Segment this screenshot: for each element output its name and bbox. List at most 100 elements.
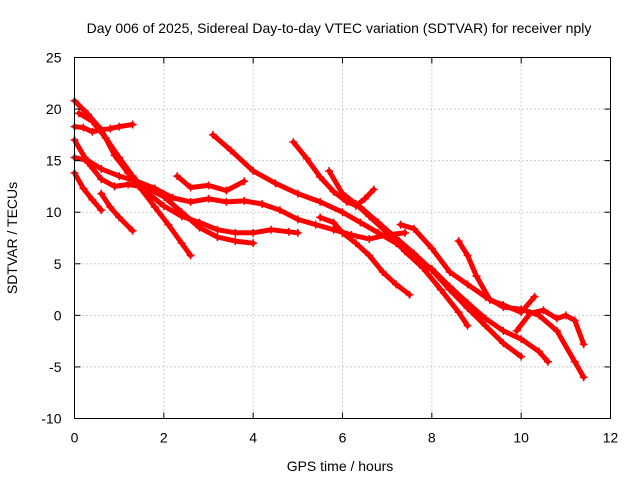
data-point xyxy=(383,228,392,237)
data-point xyxy=(110,182,119,191)
data-point xyxy=(543,357,552,366)
data-point xyxy=(115,172,124,181)
series-line-sat-10 xyxy=(290,139,524,360)
data-point xyxy=(311,220,320,229)
data-point xyxy=(101,133,110,142)
y-tick-label: 10 xyxy=(46,204,62,220)
data-point xyxy=(481,314,490,323)
data-point xyxy=(115,153,124,162)
series-line-sat-5 xyxy=(72,155,408,242)
data-point xyxy=(97,164,106,173)
series-line-sat-11 xyxy=(326,168,471,329)
data-point xyxy=(481,321,490,330)
data-point xyxy=(83,156,92,165)
data-point xyxy=(365,235,374,244)
data-point xyxy=(213,225,222,234)
y-tick-label: 25 xyxy=(46,50,62,66)
data-point xyxy=(204,194,213,203)
data-point xyxy=(365,212,374,221)
data-point xyxy=(177,239,186,248)
data-point xyxy=(427,265,436,274)
data-point xyxy=(159,202,168,211)
series-line-sat-15 xyxy=(456,238,538,315)
data-point xyxy=(258,199,267,208)
data-point xyxy=(526,309,535,318)
data-point xyxy=(517,335,526,344)
data-point xyxy=(454,308,463,317)
data-point xyxy=(329,218,338,227)
data-point xyxy=(338,208,347,217)
data-point xyxy=(338,228,347,237)
data-point xyxy=(168,193,177,202)
data-point xyxy=(472,272,481,281)
data-point xyxy=(360,194,369,203)
data-point xyxy=(173,172,182,181)
data-point xyxy=(351,239,360,248)
data-point xyxy=(186,197,195,206)
data-point xyxy=(302,154,311,163)
data-point xyxy=(208,130,217,139)
data-point xyxy=(231,228,240,237)
x-tick-label: 0 xyxy=(71,430,79,446)
series-line-sat-13 xyxy=(317,214,412,298)
data-point xyxy=(517,308,526,317)
x-tick-label: 12 xyxy=(603,430,619,446)
data-point xyxy=(374,228,383,237)
data-point xyxy=(240,196,249,205)
data-point xyxy=(499,339,508,348)
data-point xyxy=(552,314,561,323)
data-point xyxy=(316,197,325,206)
data-point xyxy=(222,186,231,195)
data-point xyxy=(240,177,249,186)
data-point xyxy=(186,183,195,192)
data-point xyxy=(231,237,240,246)
data-point xyxy=(365,251,374,260)
data-point xyxy=(133,177,142,186)
data-point xyxy=(88,195,97,204)
data-point xyxy=(418,263,427,272)
y-axis-label: SDTVAR / TECUs xyxy=(4,182,20,294)
data-point xyxy=(222,197,231,206)
data-point xyxy=(164,220,173,229)
data-point xyxy=(88,127,97,136)
data-point xyxy=(79,123,88,132)
data-point xyxy=(106,203,115,212)
data-point xyxy=(535,347,544,356)
y-tick-label: -5 xyxy=(49,359,62,375)
data-point xyxy=(325,166,334,175)
x-tick-label: 8 xyxy=(428,430,436,446)
data-point xyxy=(454,237,463,246)
x-axis-ticks: 0 2 4 6 8 10 12 xyxy=(71,57,619,446)
data-point xyxy=(517,352,526,361)
data-point xyxy=(213,232,222,241)
data-point xyxy=(499,326,508,335)
data-point xyxy=(561,311,570,320)
data-point xyxy=(427,244,436,253)
data-point xyxy=(512,326,521,335)
data-point xyxy=(204,181,213,190)
data-point xyxy=(186,251,195,260)
data-point xyxy=(267,225,276,234)
data-point xyxy=(378,268,387,277)
data-point xyxy=(539,306,548,315)
data-point xyxy=(392,280,401,289)
data-point xyxy=(329,225,338,234)
data-point xyxy=(249,239,258,248)
data-point xyxy=(579,373,588,382)
data-point xyxy=(445,268,454,277)
y-tick-label: 15 xyxy=(46,153,62,169)
data-point xyxy=(329,187,338,196)
data-point xyxy=(316,213,325,222)
series-line-sat-9 xyxy=(210,132,551,365)
data-point xyxy=(369,185,378,194)
data-point xyxy=(356,218,365,227)
data-point xyxy=(150,184,159,193)
data-point xyxy=(275,206,284,215)
data-point xyxy=(463,304,472,313)
data-point xyxy=(530,292,539,301)
data-point xyxy=(293,215,302,224)
data-point xyxy=(396,220,405,229)
data-point xyxy=(88,117,97,126)
data-point xyxy=(106,124,115,133)
